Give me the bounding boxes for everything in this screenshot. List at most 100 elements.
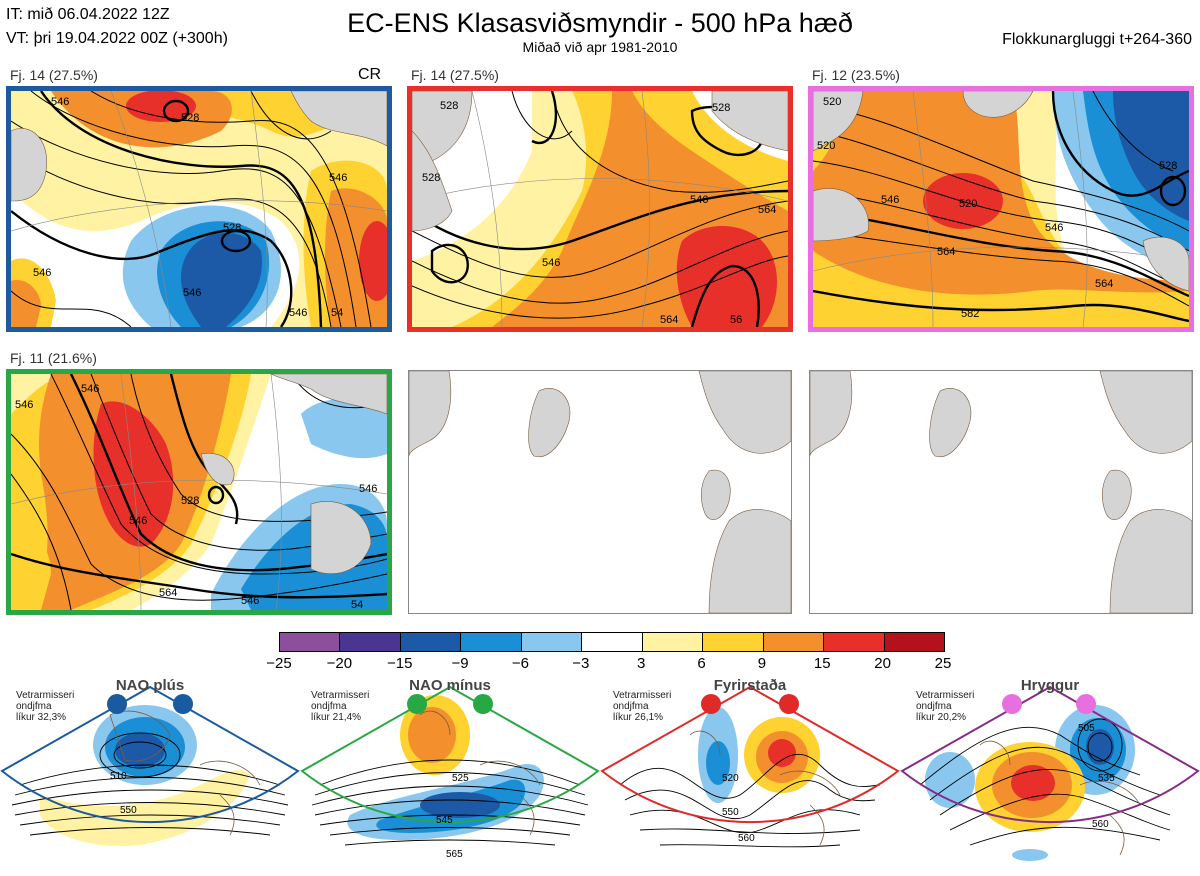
colorbar-tick-label: −20	[326, 655, 353, 672]
regime-1-dot-left	[107, 694, 127, 714]
p2-label-5: 546	[542, 257, 560, 269]
regime-1-meta: Vetrarmisseri ondjfma líkur 32,3%	[16, 690, 75, 723]
colorbar-tick-label: 6	[697, 655, 706, 672]
colorbar-swatch	[280, 633, 341, 651]
regime-4-label-560: 560	[1092, 819, 1109, 830]
p2-label-8: 56	[730, 314, 742, 326]
colorbar-swatch	[703, 633, 764, 651]
regime-2-dot-right	[473, 694, 493, 714]
p4-label-8: 54	[351, 599, 363, 610]
p4-label-3: 528	[181, 495, 199, 507]
p1-label-2: 528	[223, 222, 241, 234]
colorbar-tick-label: −15	[386, 655, 413, 672]
colorbar-swatch	[642, 633, 704, 651]
p4-label-2: 546	[81, 383, 99, 395]
regime-3-label-520: 520	[722, 773, 739, 784]
cluster-map-2: 528 528 546 564 546 528 564 56	[407, 86, 793, 332]
regime-2-label-545: 545	[436, 815, 453, 826]
p3-label-7: 564	[937, 246, 955, 258]
panel-4-label: Fj. 11 (21.6%)	[10, 350, 97, 366]
p3-label-6: 546	[1045, 222, 1063, 234]
panel-1-tag: CR	[358, 66, 382, 83]
classification-window: Flokkunargluggi t+264-360	[1002, 31, 1192, 48]
empty-map-6	[809, 370, 1193, 614]
p3-label-5: 520	[959, 198, 977, 210]
panel-2-label: Fj. 14 (27.5%)	[411, 67, 499, 83]
p2-label-7: 564	[660, 314, 678, 326]
colorbar-tick-label: 9	[757, 655, 767, 672]
colorbar-swatch	[521, 633, 583, 651]
regime-ridge-map	[900, 685, 1200, 861]
p4-label-6: 546	[241, 595, 259, 607]
regime-2-title: NAO mínus	[409, 677, 491, 694]
regime-4-dot-left	[1002, 694, 1022, 714]
empty-map-5	[408, 370, 792, 614]
p1-label-3: 546	[183, 287, 201, 299]
colorbar-swatch	[582, 633, 643, 651]
init-time: IT: mið 06.04.2022 12Z	[6, 6, 170, 23]
regime-4-dot-right	[1076, 694, 1096, 714]
p2-label-1: 528	[440, 100, 458, 112]
p3-label-2: 520	[817, 140, 835, 152]
regime-3-title: Fyrirstaða	[713, 677, 787, 694]
regime-2-dot-left	[407, 694, 427, 714]
colorbar-tick-label: 20	[874, 655, 891, 672]
regime-4-meta: Vetrarmisseri ondjfma líkur 20,2%	[916, 690, 975, 723]
panel-1-label: Fj. 14 (27.5%)	[10, 67, 98, 83]
colorbar-tick-label: 3	[637, 655, 646, 672]
p1-label-1: 546	[51, 96, 69, 108]
regime-3-dot-right	[779, 694, 799, 714]
p3-label-3: 528	[1159, 160, 1177, 172]
p1-label-6: 546	[33, 267, 51, 279]
regime-nao-plus-map	[0, 685, 300, 846]
colorbar-tick-label: 15	[813, 655, 831, 672]
regime-1-title: NAO plús	[115, 677, 185, 694]
regime-1-label-550: 550	[120, 805, 137, 816]
p4-label-4: 546	[129, 515, 147, 527]
page-subtitle: Miðað við apr 1981-2010	[522, 39, 678, 55]
regime-1-dot-right	[173, 694, 193, 714]
colorbar-tick-label: 25	[934, 655, 952, 672]
p1-label-4: 546	[329, 172, 347, 184]
p1-label-8: 54	[331, 307, 343, 319]
cluster-map-1: 546 528 546 546 528 546 546 54	[6, 86, 392, 332]
p1-label-7: 546	[289, 307, 307, 319]
regime-4-label-535: 535	[1098, 773, 1115, 784]
colorbar-swatch	[824, 633, 885, 651]
p4-label-7: 546	[359, 483, 377, 495]
p3-label-4: 546	[881, 194, 899, 206]
colorbar-tick-label: −6	[511, 655, 529, 672]
p2-label-6: 528	[422, 172, 440, 184]
regime-4-title: Hryggur	[1020, 677, 1080, 694]
p2-label-2: 528	[712, 102, 730, 114]
colorbar-swatch	[340, 633, 401, 651]
regime-2-label-525: 525	[452, 773, 469, 784]
regime-3-label-560: 560	[738, 833, 755, 844]
p3-label-9: 582	[961, 308, 979, 320]
p4-label-5: 564	[159, 587, 177, 599]
cluster-map-3: 520 520 528 546 520 546 564 564 582	[808, 86, 1194, 332]
colorbar-tick-label: −9	[451, 655, 469, 672]
regime-1-label-510: 510	[110, 771, 127, 782]
regime-blocking-map	[600, 685, 900, 848]
panel-3-label: Fj. 12 (23.5%)	[812, 67, 900, 83]
regime-3-label-550: 550	[722, 807, 739, 818]
p4-label-1: 546	[15, 399, 33, 411]
valid-time: VT: þri 19.04.2022 00Z (+300h)	[6, 30, 228, 47]
p3-label-8: 564	[1095, 278, 1113, 290]
regime-3-meta: Vetrarmisseri ondjfma líkur 26,1%	[613, 690, 672, 723]
p2-label-4: 564	[758, 204, 776, 216]
regime-2-meta: Vetrarmisseri ondjfma líkur 21,4%	[311, 690, 370, 723]
p2-label-3: 546	[690, 194, 708, 206]
p3-label-1: 520	[823, 96, 841, 108]
regime-row: 510 550 525 545 565 520 550 560 505 535 …	[0, 675, 1200, 871]
p1-label-5: 528	[181, 112, 199, 124]
regime-4-label-505: 505	[1078, 723, 1095, 734]
regime-3-dot-left	[701, 694, 721, 714]
colorbar-swatch	[400, 633, 462, 651]
colorbar-swatch	[763, 633, 825, 651]
colorbar-tick-label: −25	[266, 655, 292, 672]
regime-nao-minus-map	[300, 685, 600, 846]
colorbar	[279, 632, 945, 652]
colorbar-swatch	[461, 633, 522, 651]
